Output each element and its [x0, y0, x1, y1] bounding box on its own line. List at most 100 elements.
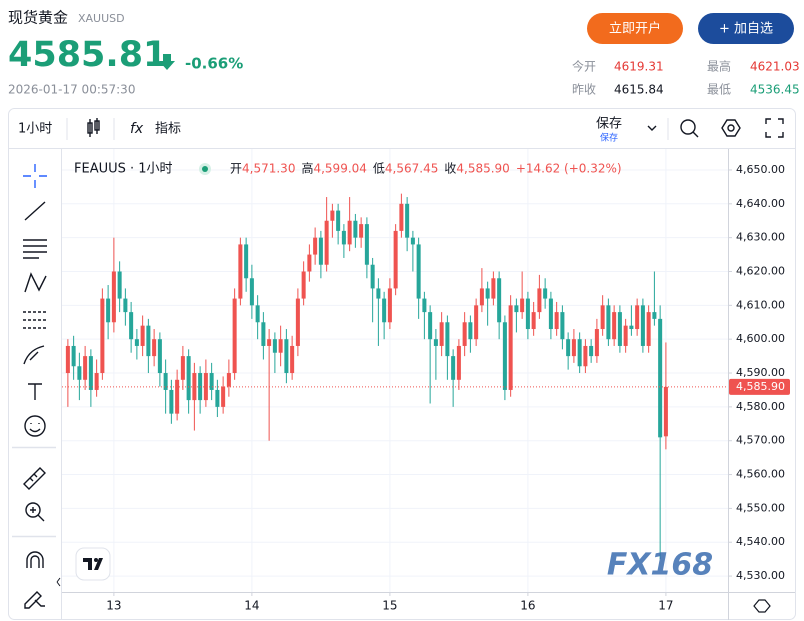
- magnet-tool[interactable]: [26, 551, 44, 568]
- settings-icon[interactable]: [721, 119, 741, 137]
- candle-body: [65, 345, 70, 374]
- candle-body: [129, 312, 134, 340]
- candle-body: [606, 305, 611, 340]
- plot-area: [62, 193, 728, 560]
- add-watch-button[interactable]: [698, 13, 794, 44]
- candle-body: [186, 356, 191, 401]
- candle-body: [399, 203, 404, 231]
- candle-body: [589, 345, 594, 357]
- candle-body: [612, 312, 617, 340]
- y-tick-label: 4,570.00: [736, 434, 785, 447]
- legend-value: 4,585.90: [456, 162, 509, 176]
- zoom-plus: [30, 507, 45, 522]
- code: XAUUSD: [78, 12, 125, 25]
- last-price-box: [729, 378, 790, 395]
- candle-body: [106, 298, 111, 323]
- candle-body: [146, 325, 151, 357]
- candle-body: [537, 288, 542, 313]
- grid: [62, 149, 728, 592]
- candle-body: [456, 345, 461, 380]
- crosshair-tool[interactable]: [23, 164, 47, 188]
- ruler-tool[interactable]: [23, 467, 46, 490]
- candle-body: [341, 230, 346, 245]
- last-price-label: 4,585.90: [736, 380, 785, 393]
- alert-icon[interactable]: [680, 119, 699, 138]
- candle-body: [221, 386, 226, 407]
- legend: 开 4,571.30 高 4,599.04 低 4,567.45 收 4,585.90 +14.…: [230, 161, 622, 176]
- projection-tool[interactable]: [23, 311, 47, 329]
- candle-body: [94, 373, 99, 390]
- open-account-button[interactable]: [587, 13, 683, 44]
- candle-body: [169, 389, 174, 414]
- legend-label: 低: [373, 162, 385, 176]
- add-watch-label[interactable]: + 加自选: [719, 22, 773, 37]
- title: 现货黄金: [8, 9, 68, 27]
- indicators[interactable]: 指标: [155, 122, 181, 137]
- brush-tool[interactable]: [23, 345, 45, 365]
- text-tool[interactable]: [28, 383, 42, 400]
- axes: 4,530.00 4,540.00 4,550.00 4,560.00 4,570.00…: [106, 163, 790, 613]
- candle-body: [255, 305, 260, 323]
- candle-body: [422, 298, 427, 313]
- collapse-toolbar[interactable]: [56, 577, 61, 587]
- candle-body: [382, 298, 387, 323]
- candle-body: [295, 298, 300, 346]
- stat-value: 4536.45: [750, 83, 800, 97]
- y-tick-label: 4,550.00: [736, 501, 785, 514]
- candle-body: [462, 322, 467, 346]
- candle-body: [123, 298, 128, 313]
- candle-body: [410, 237, 415, 245]
- chart-frame: [8, 108, 796, 620]
- dropdown-icon[interactable]: [647, 125, 657, 131]
- legend-label: 开: [230, 162, 242, 176]
- candle-body: [249, 278, 254, 306]
- candle-body: [330, 210, 335, 221]
- candle-body: [278, 339, 283, 353]
- tradingview-logo: [75, 547, 111, 581]
- candle-body: [439, 322, 444, 346]
- x-tick-label: 14: [244, 599, 259, 613]
- save-sub[interactable]: 保存: [600, 132, 618, 144]
- candle-style-icon[interactable]: [87, 118, 100, 137]
- candle-body: [525, 298, 530, 330]
- candle-body: [531, 312, 536, 330]
- y-tick-label: 4,610.00: [736, 298, 785, 311]
- candle-body: [543, 288, 548, 299]
- candle-body: [479, 288, 484, 306]
- legend-value: 4,571.30: [242, 162, 295, 176]
- lock-draw-tool[interactable]: [24, 591, 45, 609]
- settings-icon-center: [727, 124, 735, 132]
- candle-body: [359, 224, 364, 238]
- datetime: 2026-01-17 00:57:30: [8, 83, 135, 97]
- candle-body: [416, 244, 421, 299]
- y-tick-label: 4,640.00: [736, 197, 785, 210]
- axis-settings-icon[interactable]: [753, 599, 771, 613]
- candle-body: [514, 305, 519, 313]
- fib-tool[interactable]: [23, 239, 47, 259]
- y-tick-label: 4,630.00: [736, 231, 785, 244]
- fx-icon[interactable]: fx: [130, 121, 144, 137]
- pattern-tool[interactable]: [24, 272, 47, 293]
- stat-label: 今开: [572, 59, 596, 74]
- candle-body: [658, 318, 663, 438]
- candle-body: [663, 386, 668, 437]
- line-tool[interactable]: [24, 201, 46, 221]
- candle-body: [548, 298, 553, 330]
- candle-body: [117, 271, 122, 299]
- emoji-tool[interactable]: [24, 415, 46, 437]
- legend-symbol: FEAUUS · 1小时: [74, 162, 173, 177]
- save[interactable]: 保存: [596, 117, 622, 132]
- candle-body: [497, 278, 502, 323]
- fullscreen-icon[interactable]: [765, 118, 784, 138]
- candle-body: [600, 305, 605, 330]
- open-account-label[interactable]: 立即开户: [609, 21, 661, 37]
- stat-label: 昨收: [572, 83, 596, 97]
- y-tick-label: 4,620.00: [736, 264, 785, 277]
- candle-body: [301, 271, 306, 299]
- candle-body: [157, 339, 162, 374]
- candle-body: [100, 298, 105, 374]
- legend-label: 收: [444, 162, 456, 176]
- zoom-tool[interactable]: [25, 502, 41, 518]
- candle-body: [474, 305, 479, 340]
- interval[interactable]: 1小时: [18, 122, 52, 137]
